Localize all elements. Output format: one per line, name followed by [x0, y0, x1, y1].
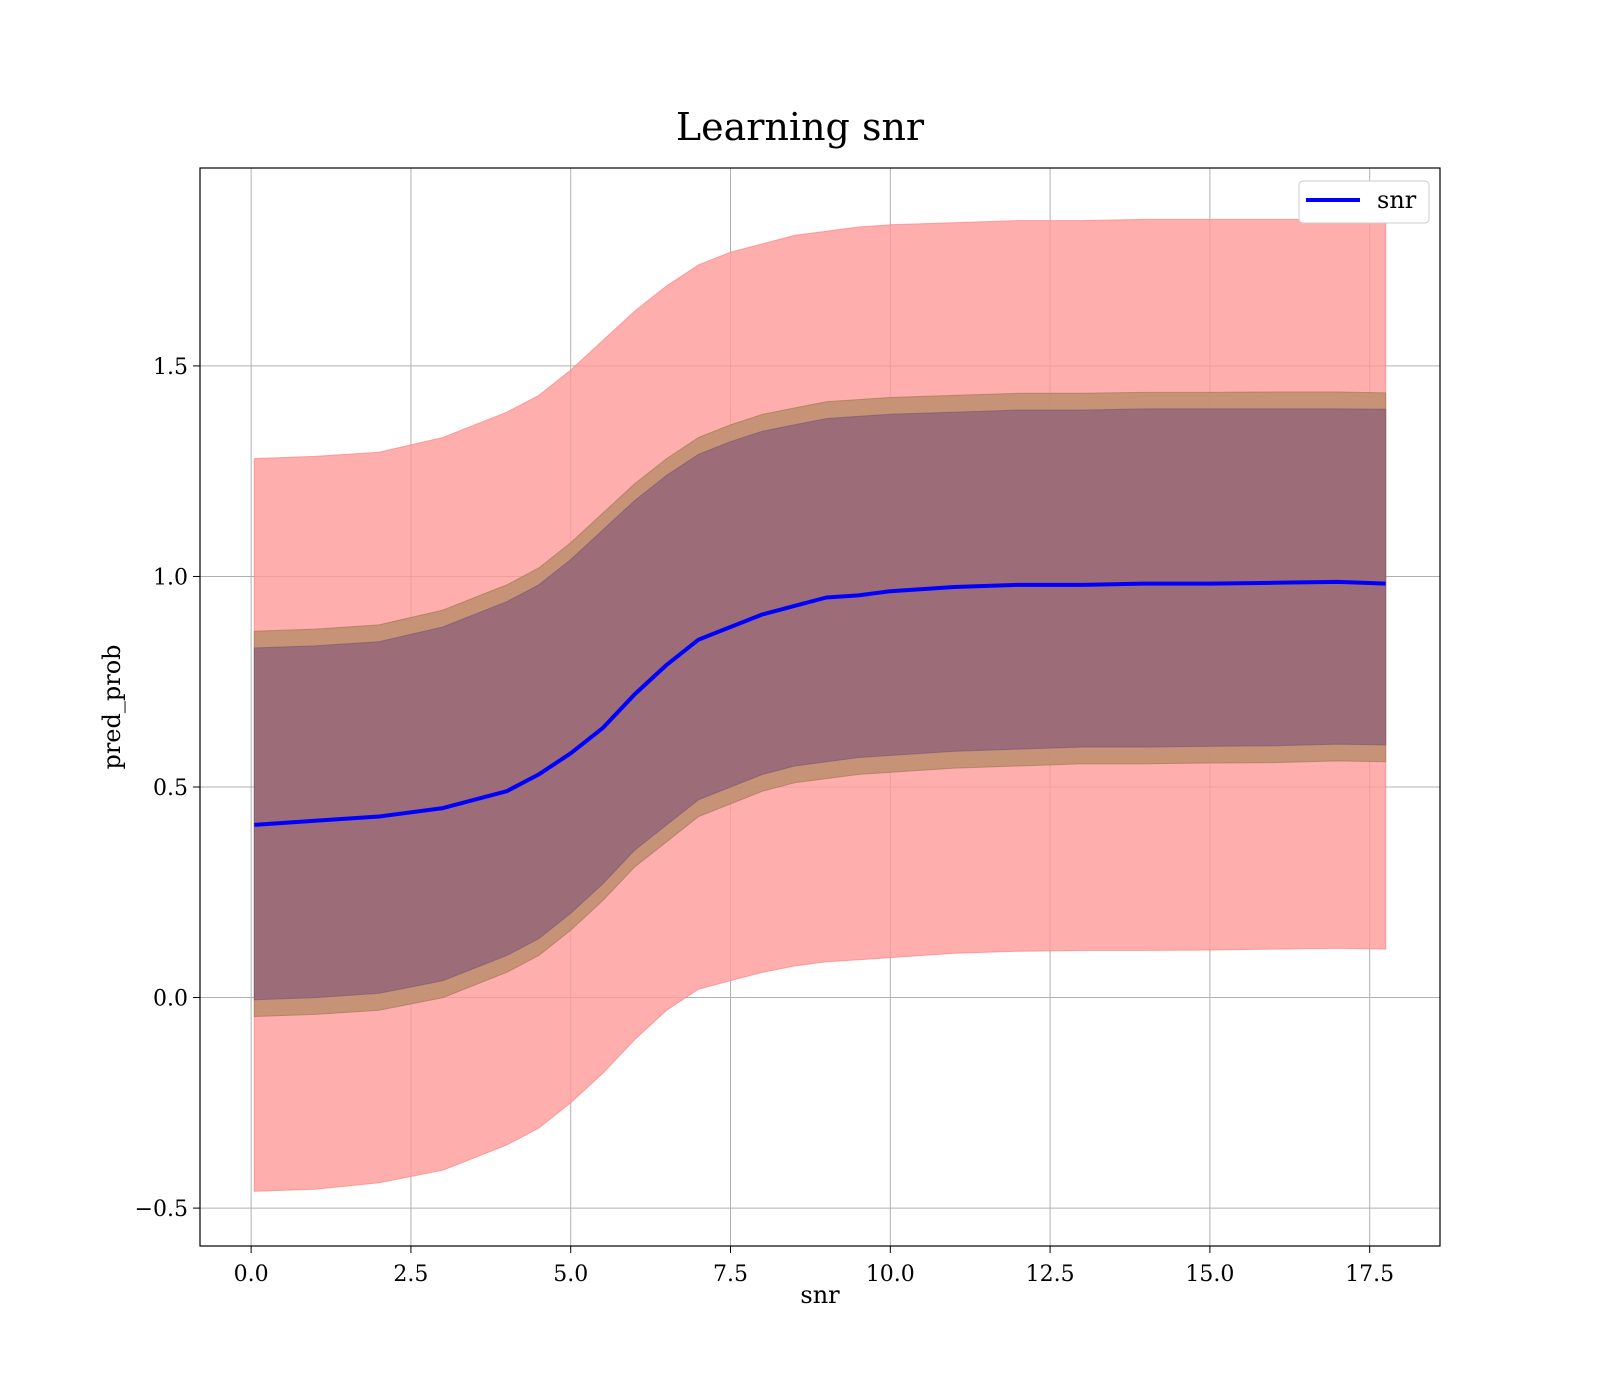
series-line-snr: [254, 579, 1386, 827]
plot-frame: [199, 167, 1441, 1247]
inner-band: [253, 408, 1387, 1001]
x-tick-label: 0.0: [234, 1262, 269, 1287]
y-tick-label: −0.5: [135, 1197, 188, 1222]
x-tick-label: 7.5: [713, 1262, 748, 1287]
confidence-bands: [253, 218, 1387, 1192]
y-tick-label: 0.0: [153, 987, 188, 1012]
x-tick-label: 2.5: [393, 1262, 428, 1287]
legend-label-snr: snr: [1377, 186, 1417, 214]
chart-title: Learning snr: [676, 105, 925, 149]
series-layer: [254, 579, 1386, 827]
y-axis-label: pred_prob: [98, 644, 126, 769]
y-tick-label: 1.5: [153, 355, 188, 380]
y-tick-label: 1.0: [153, 565, 188, 590]
x-tick-label: 15.0: [1185, 1262, 1234, 1287]
y-tick-label: 0.5: [153, 776, 188, 801]
x-axis-ticks: 0.0 2.5 5.0 7.5 10.0 12.5 15.0 17.5: [234, 1246, 1394, 1287]
x-tick-label: 10.0: [866, 1262, 915, 1287]
legend-box: [1298, 180, 1430, 224]
x-tick-label: 5.0: [553, 1262, 588, 1287]
x-axis-label: snr: [800, 1281, 840, 1309]
x-tick-label: 12.5: [1026, 1262, 1075, 1287]
legend: snr: [1298, 180, 1430, 224]
x-tick-label: 17.5: [1345, 1262, 1394, 1287]
y-axis-ticks: −0.5 0.0 0.5 1.0 1.5: [135, 355, 200, 1222]
